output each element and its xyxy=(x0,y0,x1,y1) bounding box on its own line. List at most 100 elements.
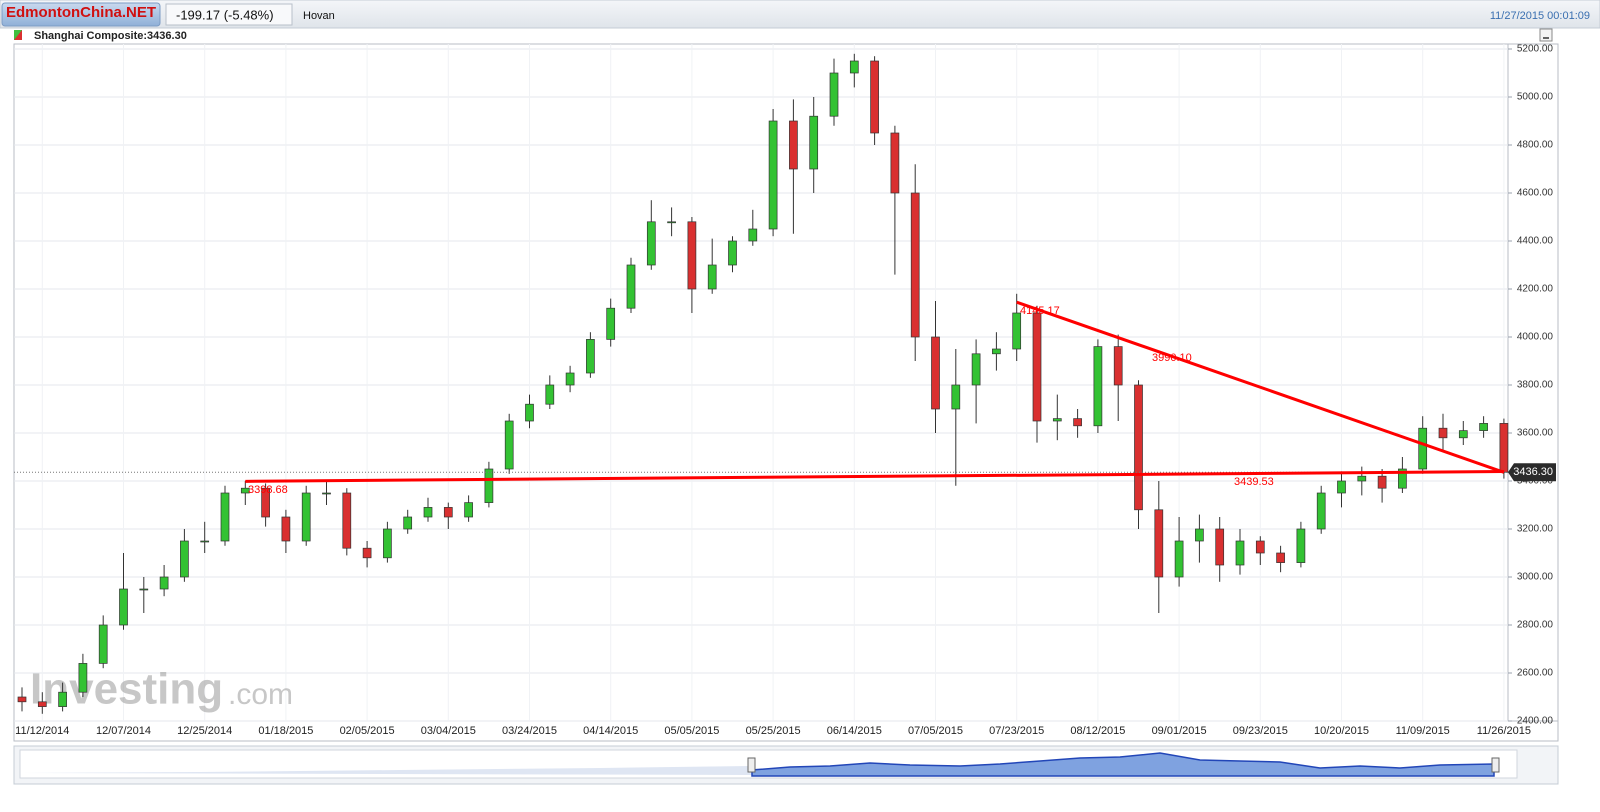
candle-body xyxy=(504,420,514,470)
price-change: -199.17 (-5.48%) xyxy=(176,7,274,22)
x-tick-label: 01/18/2015 xyxy=(258,725,313,737)
trendline xyxy=(245,470,1504,483)
candle-body xyxy=(281,516,291,542)
candle-body xyxy=(667,221,676,224)
y-tick-label: 2400.00 xyxy=(1517,716,1554,727)
y-tick-label: 4600.00 xyxy=(1517,188,1554,199)
range-handle-left[interactable] xyxy=(747,757,756,773)
candle-body xyxy=(545,384,555,405)
overlay: 3436.30 3398.68 4145.17 3990.10 3439.53 xyxy=(14,300,1556,496)
y-tick-label: 3200.00 xyxy=(1517,524,1554,535)
candle-body xyxy=(423,507,433,518)
candle-body xyxy=(687,221,697,290)
candle-body xyxy=(1398,468,1407,489)
x-tick-label: 05/25/2015 xyxy=(746,725,801,737)
minimize-button[interactable] xyxy=(1539,28,1553,42)
candle-body xyxy=(119,588,128,626)
candle-body xyxy=(829,72,839,117)
candle-body xyxy=(1073,418,1082,427)
logo-suffix: .com xyxy=(228,678,293,711)
x-tick-label: 12/07/2014 xyxy=(96,725,151,737)
candle-body xyxy=(1479,423,1488,431)
candle-body xyxy=(1255,540,1265,554)
candle-body xyxy=(200,540,210,543)
y-tick-label: 4400.00 xyxy=(1517,236,1554,247)
navigator-history xyxy=(22,766,760,775)
candle-body xyxy=(626,264,636,309)
chart-title: Shanghai Composite:3436.30 xyxy=(34,30,187,42)
candle-body xyxy=(1093,346,1103,427)
candle-body xyxy=(1357,475,1367,482)
candle-body xyxy=(789,120,798,170)
x-tick-label: 04/14/2015 xyxy=(583,725,638,737)
x-tick-label: 08/12/2015 xyxy=(1070,725,1125,737)
candle-body xyxy=(1499,423,1509,473)
candle-body xyxy=(707,264,717,290)
x-tick-label: 10/20/2015 xyxy=(1314,725,1369,737)
plot-frame xyxy=(13,43,1559,742)
trendline-label: 4145.17 xyxy=(1020,305,1060,317)
candle-body xyxy=(992,348,1001,355)
y-tick-label: 3800.00 xyxy=(1517,380,1554,391)
candle-body xyxy=(17,696,27,703)
y-tick-label: 5000.00 xyxy=(1517,92,1554,103)
candle-body xyxy=(220,492,230,542)
candle-body xyxy=(606,307,616,340)
y-tick-label: 3000.00 xyxy=(1517,572,1554,583)
candle-body xyxy=(159,576,169,590)
candle-body xyxy=(525,403,534,422)
candle-body xyxy=(1052,418,1062,422)
candle-body xyxy=(809,115,819,170)
candle-body xyxy=(342,492,352,549)
trendline xyxy=(1016,300,1505,474)
candle-body xyxy=(931,336,940,410)
candle-body xyxy=(646,221,656,266)
candle-body xyxy=(1438,427,1448,439)
candle-body xyxy=(586,339,595,374)
grid: 2400.002600.002800.003000.003200.003400.… xyxy=(14,44,1553,737)
y-tick-label: 5200.00 xyxy=(1517,44,1554,55)
candle-body xyxy=(362,547,372,559)
trendline-label: 3398.68 xyxy=(248,484,288,496)
x-tick-label: 03/24/2015 xyxy=(502,725,557,737)
y-tick-label: 4000.00 xyxy=(1517,332,1554,343)
candle-body xyxy=(1418,427,1428,470)
candle-body xyxy=(1195,528,1204,542)
candle-body xyxy=(322,492,331,495)
symbol-tab[interactable] xyxy=(1,2,161,27)
range-handle-right[interactable] xyxy=(1491,757,1500,773)
candle-body xyxy=(464,502,473,518)
change-box xyxy=(165,3,293,26)
candle-body xyxy=(1296,528,1306,563)
candle-body xyxy=(1316,492,1326,530)
candle-body xyxy=(768,120,778,230)
candle-body xyxy=(139,588,149,591)
x-tick-label: 02/05/2015 xyxy=(340,725,395,737)
candle-body xyxy=(1215,528,1225,566)
candle-body xyxy=(98,624,108,664)
candle-body xyxy=(261,487,270,518)
candle-body xyxy=(849,60,859,74)
candle-body xyxy=(240,487,250,494)
candle-body xyxy=(1235,540,1245,566)
candle-body xyxy=(1276,552,1285,563)
candle-body xyxy=(484,468,494,503)
candles xyxy=(17,53,1509,714)
candle-body xyxy=(37,701,47,707)
candle-body xyxy=(1337,480,1346,494)
candle-body xyxy=(1032,312,1042,422)
y-tick-label: 2800.00 xyxy=(1517,620,1554,631)
x-tick-label: 09/23/2015 xyxy=(1233,725,1288,737)
candle-body xyxy=(443,507,453,518)
candle-body xyxy=(748,228,758,242)
candle-body xyxy=(180,540,189,578)
user-name: Hovan xyxy=(303,10,335,22)
candle-body xyxy=(1377,475,1387,489)
candle-body xyxy=(1174,540,1184,578)
candle-body xyxy=(728,240,737,266)
candle-body xyxy=(301,492,311,542)
y-tick-label: 4800.00 xyxy=(1517,140,1554,151)
candle-body xyxy=(403,516,413,530)
y-tick-label: 3600.00 xyxy=(1517,428,1554,439)
